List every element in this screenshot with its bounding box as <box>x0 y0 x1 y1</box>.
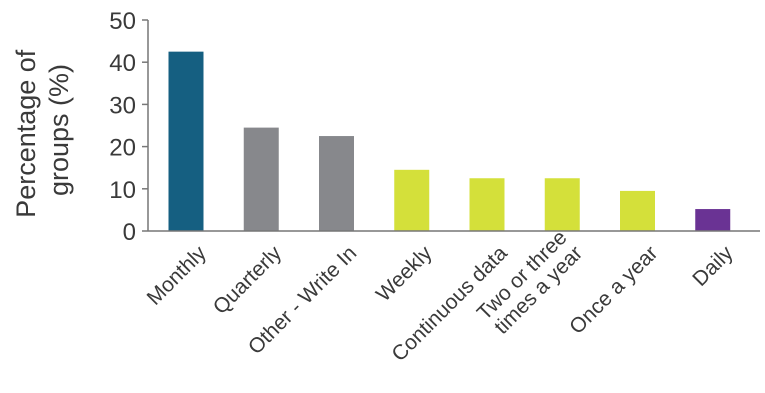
y-tick-label: 10 <box>109 177 136 204</box>
bar <box>544 178 580 231</box>
y-axis-title-line-1: Percentage of <box>11 49 41 218</box>
x-category-label-line: Monthly <box>143 241 212 310</box>
x-category-label-line: Weekly <box>372 241 437 306</box>
bar <box>319 136 354 231</box>
x-category-label-line: Quarterly <box>209 241 287 319</box>
x-category-label: Daily <box>688 241 738 291</box>
y-tick-label: 30 <box>109 92 136 119</box>
x-category-label: Weekly <box>372 241 437 306</box>
bar <box>394 169 430 231</box>
x-category-label: Quarterly <box>209 241 287 319</box>
y-axis-ticks: 0 10 20 30 40 50 <box>109 8 148 246</box>
bar <box>695 209 731 231</box>
bar <box>168 51 204 232</box>
bar <box>243 127 279 231</box>
y-tick-label: 0 <box>123 219 136 246</box>
bar <box>620 190 655 231</box>
x-category-label: Monthly <box>143 241 212 310</box>
bars-group <box>168 51 731 232</box>
y-tick-label: 20 <box>109 135 136 162</box>
y-tick-label: 40 <box>109 50 136 77</box>
bar <box>469 178 505 231</box>
y-axis-title-line-2: groups (%) <box>44 64 74 196</box>
x-category-label-line: Daily <box>688 241 738 291</box>
y-tick-label: 50 <box>109 8 136 35</box>
y-axis-title: Percentage of groups (%) <box>11 42 74 218</box>
